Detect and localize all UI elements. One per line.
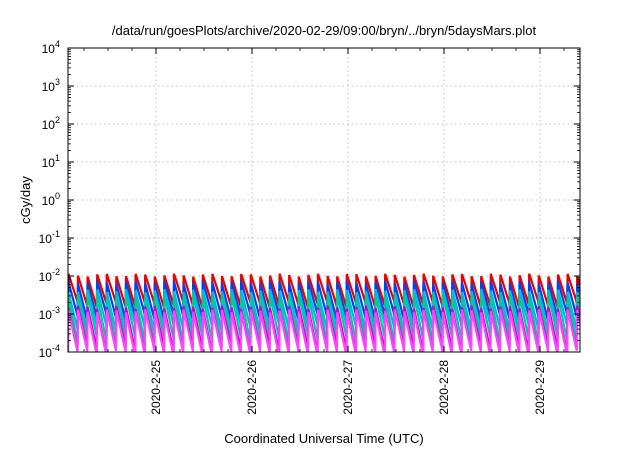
x-tick-label: 2020-2-27 — [341, 360, 355, 415]
y-tick-label: 10-1 — [39, 229, 60, 246]
y-tick-label: 100 — [42, 191, 60, 208]
x-tick-label: 2020-2-28 — [437, 360, 451, 415]
x-tick-label: 2020-2-29 — [533, 360, 547, 415]
y-tick-label: 101 — [42, 153, 60, 170]
y-axis-label: cGy/day — [18, 176, 33, 224]
y-tick-label: 104 — [42, 39, 60, 56]
y-tick-label: 10-3 — [39, 305, 60, 322]
series-line — [68, 309, 580, 352]
y-tick-label: 102 — [42, 115, 60, 132]
y-tick-label: 10-4 — [39, 343, 60, 360]
x-axis-label: Coordinated Universal Time (UTC) — [224, 431, 423, 446]
x-tick-label: 2020-2-26 — [245, 360, 259, 415]
plot-frame — [67, 47, 581, 353]
series-layer — [68, 273, 580, 352]
y-tick-label: 103 — [42, 77, 60, 94]
chart-title: /data/run/goesPlots/archive/2020-02-29/0… — [112, 23, 537, 38]
x-tick-label: 2020-2-25 — [149, 360, 163, 415]
tick-layer: 10-4 10-3 10-2 10-1 100 101 102 103 104 2020-2-25… — [39, 39, 580, 415]
y-tick-label: 10-2 — [39, 267, 60, 284]
